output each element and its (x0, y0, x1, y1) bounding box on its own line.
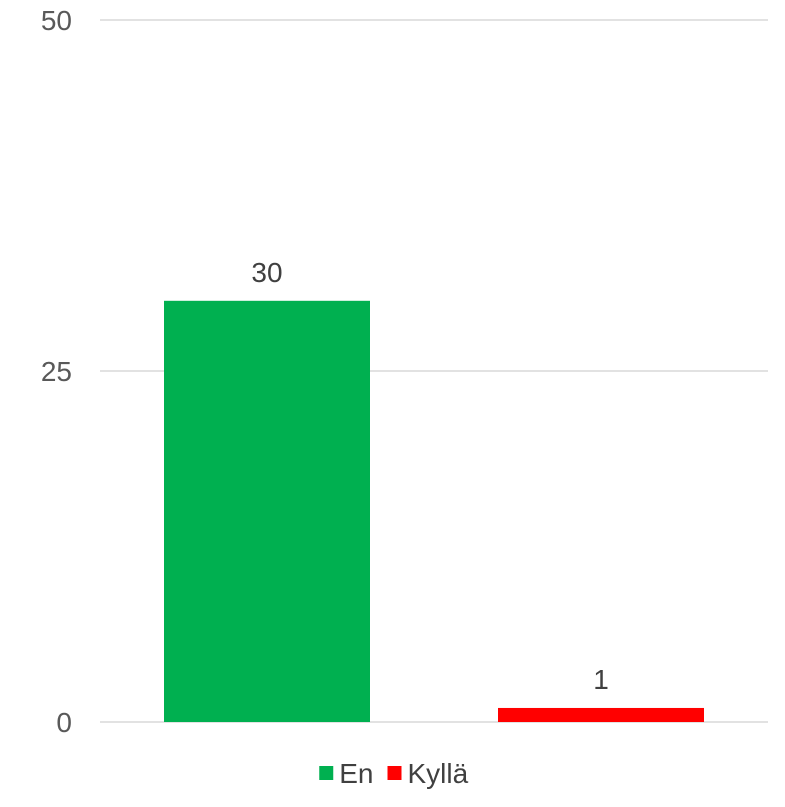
y-tick-label-25: 25 (41, 356, 72, 387)
legend-swatch-kyllä (387, 766, 402, 780)
bars (164, 300, 704, 722)
legend-label-kyllä: Kyllä (408, 758, 469, 789)
y-tick-label-50: 50 (41, 5, 72, 36)
y-tick-label-0: 0 (56, 707, 72, 738)
legend: En Kyllä (319, 758, 469, 789)
legend-swatch-en (319, 766, 334, 780)
data-label-en: 30 (251, 257, 282, 288)
bar-en (164, 300, 370, 722)
bar-kyllä (498, 707, 704, 722)
y-axis: 0 25 50 (41, 5, 72, 738)
data-label-kyllä: 1 (593, 664, 609, 695)
data-labels: 30 1 (251, 257, 608, 695)
legend-label-en: En (339, 758, 373, 789)
